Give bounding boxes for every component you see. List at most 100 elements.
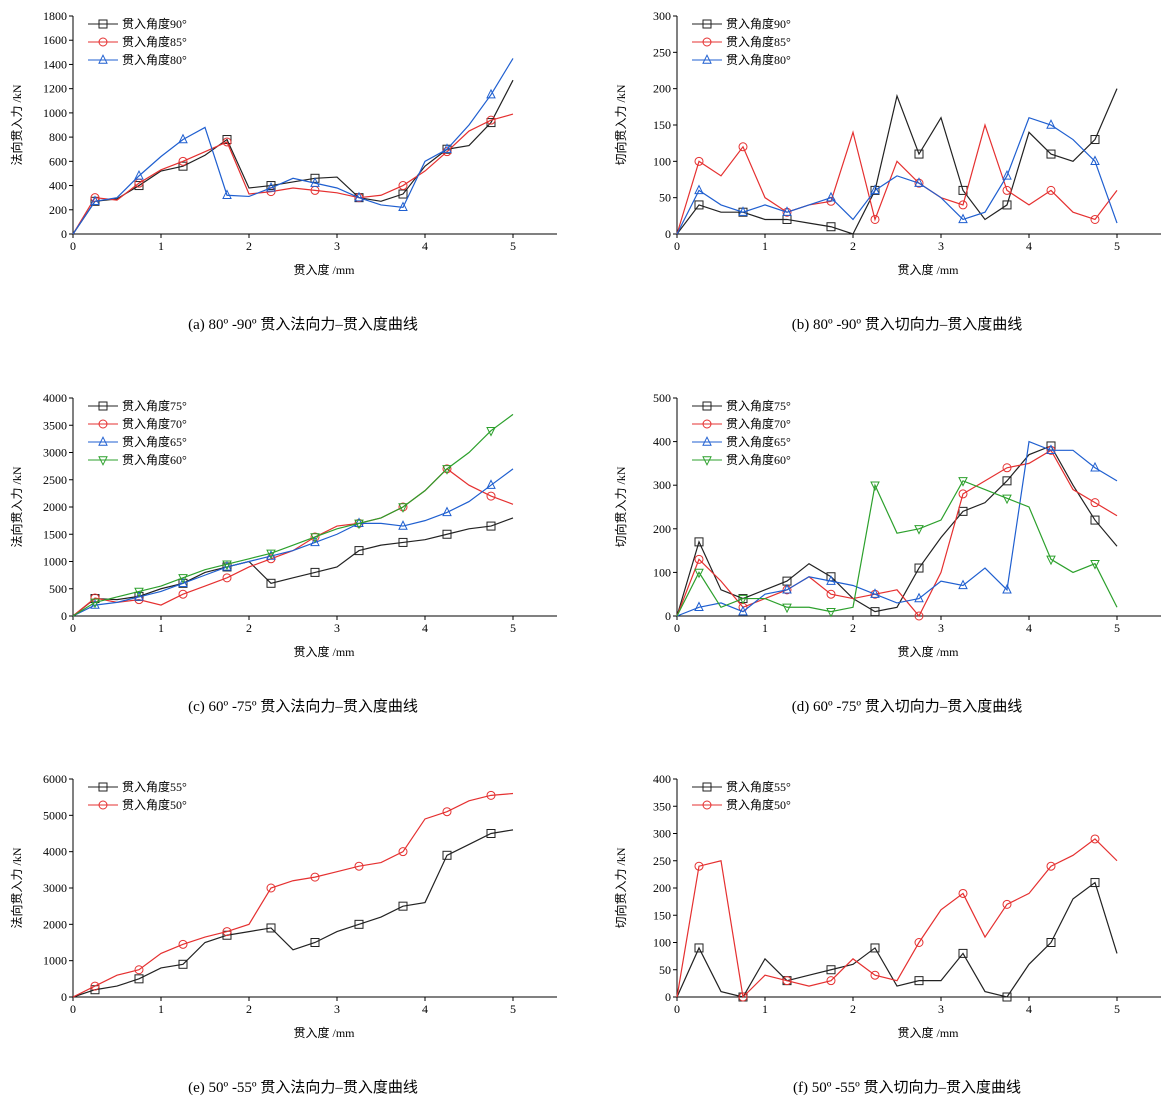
x-tick-label: 5	[510, 239, 516, 253]
x-tick-label: 5	[1114, 621, 1120, 635]
y-tick-label: 350	[653, 799, 671, 813]
y-tick-label: 150	[653, 118, 671, 132]
y-tick-label: 1000	[43, 954, 67, 968]
x-tick-label: 3	[334, 1002, 340, 1016]
x-tick-label: 0	[674, 621, 680, 635]
x-tick-label: 4	[1026, 621, 1032, 635]
x-tick-label: 1	[158, 239, 164, 253]
x-tick-label: 1	[762, 621, 768, 635]
legend-label: 贯入角度70°	[122, 416, 187, 431]
x-tick-label: 5	[1114, 1002, 1120, 1016]
legend-label: 贯入角度55°	[122, 779, 187, 794]
legend-label: 贯入角度80°	[726, 52, 791, 67]
x-tick-label: 0	[70, 239, 76, 253]
y-tick-label: 4000	[43, 845, 67, 859]
caption: (b) 80º -90º 贯入切向力–贯入度曲线	[792, 316, 1023, 333]
series-line	[73, 80, 513, 234]
figure: 012345020040060080010001200140016001800贯…	[0, 0, 1161, 1099]
y-tick-label: 3000	[43, 446, 67, 460]
x-axis-label: 贯入度 /mm	[293, 1025, 355, 1040]
x-tick-label: 2	[850, 239, 856, 253]
y-tick-label: 1800	[43, 9, 67, 23]
legend-label: 贯入角度65°	[726, 434, 791, 449]
y-tick-label: 0	[665, 609, 671, 623]
x-tick-label: 0	[70, 1002, 76, 1016]
series-line	[73, 794, 513, 997]
y-tick-label: 1200	[43, 82, 67, 96]
x-axis-label: 贯入度 /mm	[293, 262, 355, 277]
legend-label: 贯入角度85°	[726, 34, 791, 49]
series-line	[73, 830, 513, 997]
y-axis-label: 切向贯入力 /kN	[613, 84, 628, 165]
y-tick-label: 150	[653, 908, 671, 922]
x-tick-label: 4	[422, 621, 428, 635]
legend-label: 贯入角度75°	[122, 398, 187, 413]
legend-label: 贯入角度70°	[726, 416, 791, 431]
y-tick-label: 3000	[43, 881, 67, 895]
y-tick-label: 100	[653, 936, 671, 950]
y-tick-label: 1400	[43, 57, 67, 71]
x-tick-label: 4	[422, 239, 428, 253]
y-tick-label: 200	[653, 522, 671, 536]
x-axis-label: 贯入度 /mm	[897, 1025, 959, 1040]
series-line	[73, 518, 513, 616]
marker	[915, 594, 923, 602]
y-tick-label: 300	[653, 827, 671, 841]
x-tick-label: 3	[334, 239, 340, 253]
legend-label: 贯入角度90°	[726, 16, 791, 31]
x-tick-label: 3	[334, 621, 340, 635]
y-tick-label: 0	[61, 990, 67, 1004]
y-tick-label: 2000	[43, 917, 67, 931]
y-tick-label: 1000	[43, 555, 67, 569]
x-tick-label: 5	[510, 621, 516, 635]
y-tick-label: 100	[653, 154, 671, 168]
series-line	[73, 469, 513, 616]
series-line	[677, 125, 1117, 234]
x-tick-label: 1	[158, 621, 164, 635]
y-tick-label: 1000	[43, 106, 67, 120]
x-tick-label: 2	[850, 621, 856, 635]
y-axis-label: 切向贯入力 /kN	[613, 847, 628, 928]
caption: (c) 60º -75º 贯入法向力–贯入度曲线	[188, 698, 418, 715]
x-tick-label: 0	[674, 1002, 680, 1016]
legend-label: 贯入角度55°	[726, 779, 791, 794]
x-tick-label: 5	[510, 1002, 516, 1016]
marker	[99, 55, 107, 63]
x-tick-label: 4	[1026, 1002, 1032, 1016]
y-tick-label: 200	[653, 881, 671, 895]
caption: (f) 50º -55º 贯入切向力–贯入度曲线	[793, 1079, 1021, 1096]
y-tick-label: 2500	[43, 473, 67, 487]
x-tick-label: 1	[762, 1002, 768, 1016]
marker	[783, 604, 791, 612]
y-tick-label: 1600	[43, 33, 67, 47]
y-tick-label: 500	[49, 582, 67, 596]
y-tick-label: 6000	[43, 772, 67, 786]
legend-label: 贯入角度60°	[122, 452, 187, 467]
series-line	[73, 58, 513, 234]
x-tick-label: 3	[938, 1002, 944, 1016]
x-tick-label: 3	[938, 239, 944, 253]
x-tick-label: 2	[246, 621, 252, 635]
y-tick-label: 250	[653, 45, 671, 59]
y-axis-label: 切向贯入力 /kN	[613, 466, 628, 547]
y-tick-label: 0	[665, 990, 671, 1004]
marker	[703, 457, 711, 465]
legend-label: 贯入角度90°	[122, 16, 187, 31]
y-tick-label: 0	[61, 227, 67, 241]
x-tick-label: 2	[246, 239, 252, 253]
caption: (d) 60º -75º 贯入切向力–贯入度曲线	[792, 698, 1023, 715]
y-tick-label: 300	[653, 9, 671, 23]
x-tick-label: 1	[158, 1002, 164, 1016]
y-axis-label: 法向贯入力 /kN	[9, 466, 24, 547]
x-tick-label: 4	[1026, 239, 1032, 253]
y-tick-label: 100	[653, 565, 671, 579]
y-tick-label: 400	[653, 435, 671, 449]
x-tick-label: 0	[674, 239, 680, 253]
y-tick-label: 4000	[43, 391, 67, 405]
y-tick-label: 200	[49, 203, 67, 217]
y-tick-label: 500	[653, 391, 671, 405]
caption: (a) 80º -90º 贯入法向力–贯入度曲线	[188, 316, 418, 333]
legend-label: 贯入角度60°	[726, 452, 791, 467]
caption: (e) 50º -55º 贯入法向力–贯入度曲线	[188, 1079, 418, 1096]
y-axis-label: 法向贯入力 /kN	[9, 847, 24, 928]
